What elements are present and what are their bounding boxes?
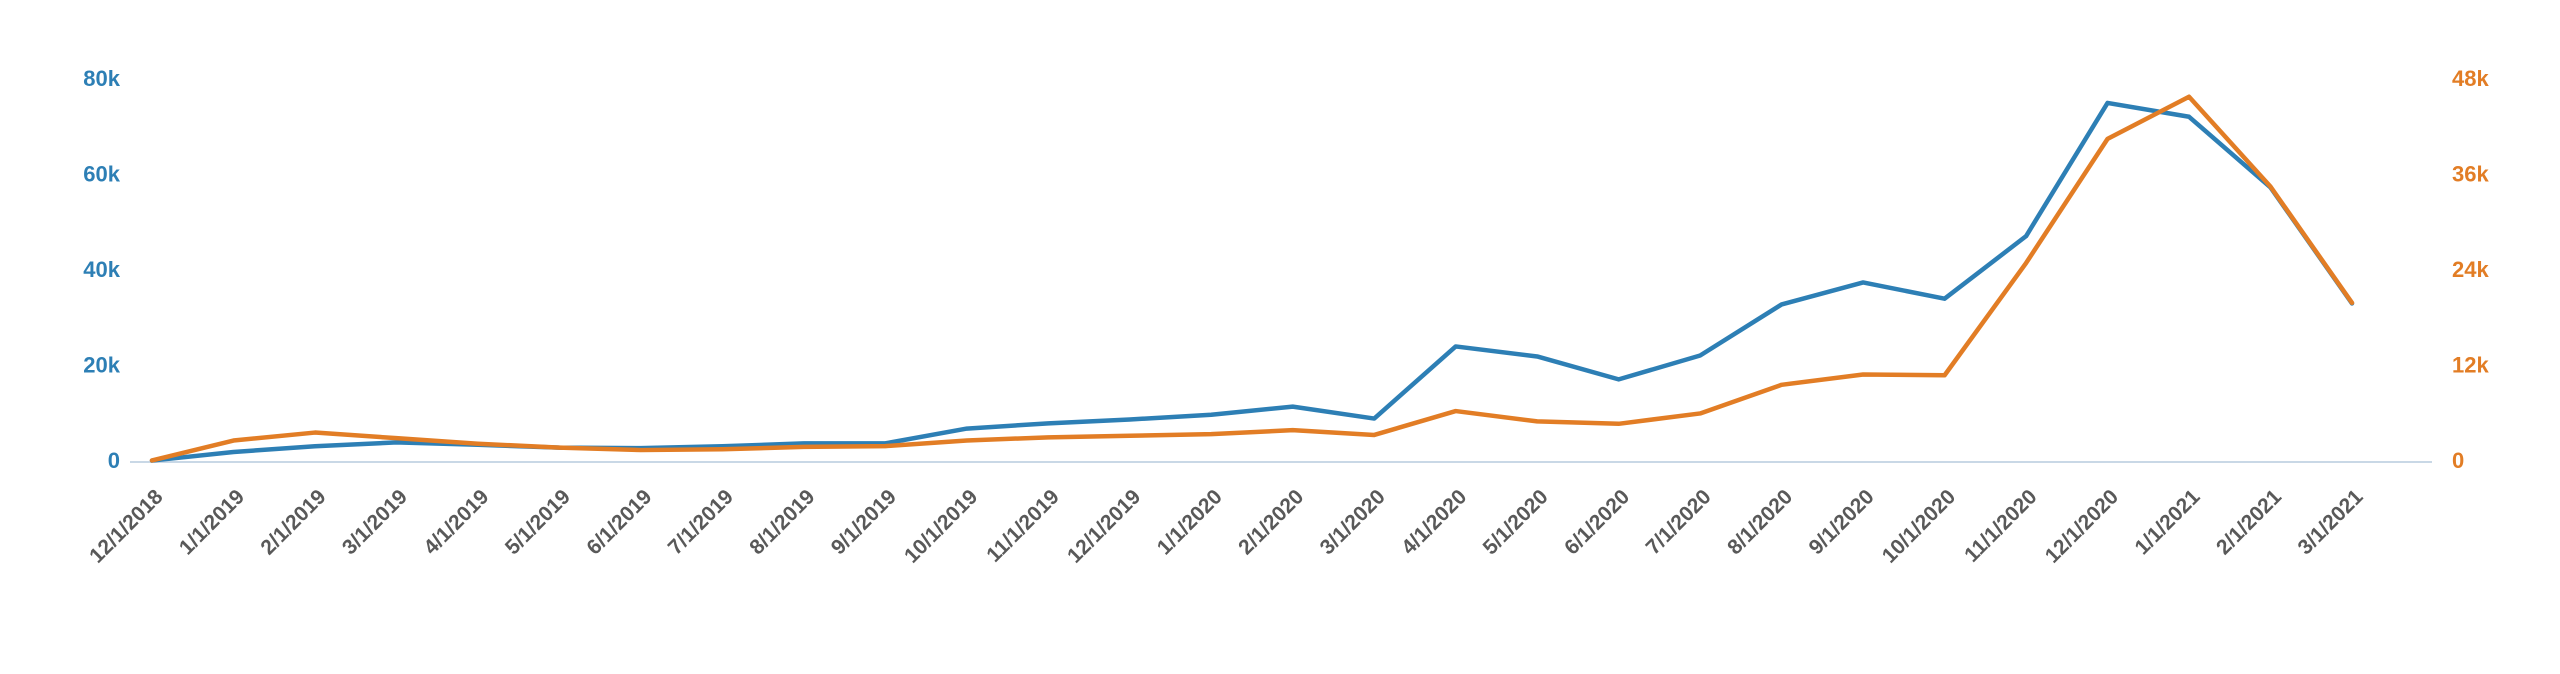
x-axis-label: 5/1/2019 [501, 485, 575, 559]
x-axis-label: 10/1/2020 [1878, 485, 1960, 567]
right-axis-tick-label: 48k [2452, 66, 2489, 91]
left-axis-tick-label: 80k [83, 66, 120, 91]
x-axis-label: 1/1/2021 [2131, 485, 2205, 559]
left-axis-tick-label: 20k [83, 352, 120, 377]
right-axis-tick-label: 0 [2452, 448, 2464, 473]
x-axis-label: 12/1/2020 [2041, 485, 2123, 567]
x-axis-label: 2/1/2020 [1234, 485, 1308, 559]
x-axis-label: 9/1/2019 [827, 485, 901, 559]
x-axis-label: 8/1/2019 [745, 485, 819, 559]
x-axis-label: 6/1/2020 [1560, 485, 1634, 559]
x-axis-label: 11/1/2019 [982, 485, 1064, 567]
x-axis-label: 3/1/2020 [1316, 485, 1390, 559]
left-axis-tick-label: 0 [108, 448, 120, 473]
x-axis-label: 3/1/2019 [338, 485, 412, 559]
x-axis-label: 2/1/2019 [256, 485, 330, 559]
x-axis-label: 7/1/2019 [664, 485, 738, 559]
x-axis-label: 6/1/2019 [582, 485, 656, 559]
x-axis-label: 2/1/2021 [2212, 485, 2286, 559]
right-axis-tick-label: 12k [2452, 352, 2489, 377]
x-axis-label: 9/1/2020 [1805, 485, 1879, 559]
left-axis-tick-label: 60k [83, 161, 120, 186]
x-axis-label: 12/1/2019 [1063, 485, 1145, 567]
x-axis-label: 4/1/2019 [419, 485, 493, 559]
x-axis-label: 10/1/2019 [900, 485, 982, 567]
x-axis-label: 11/1/2020 [1960, 485, 2042, 567]
blue-series-line [149, 100, 2355, 463]
right-axis-tick-label: 36k [2452, 161, 2489, 186]
right-axis-tick-label: 24k [2452, 257, 2489, 282]
orange-series-line [149, 94, 2355, 463]
x-axis-label: 12/1/2018 [85, 485, 168, 568]
x-axis-label: 1/1/2019 [175, 485, 249, 559]
x-axis-label: 1/1/2020 [1153, 485, 1227, 559]
left-axis-tick-label: 40k [83, 257, 120, 282]
x-axis-label: 5/1/2020 [1479, 485, 1553, 559]
x-axis-label: 3/1/2021 [2293, 485, 2367, 559]
x-axis-label: 4/1/2020 [1397, 485, 1471, 559]
x-axis-label: 8/1/2020 [1723, 485, 1797, 559]
x-axis-label: 7/1/2020 [1642, 485, 1716, 559]
